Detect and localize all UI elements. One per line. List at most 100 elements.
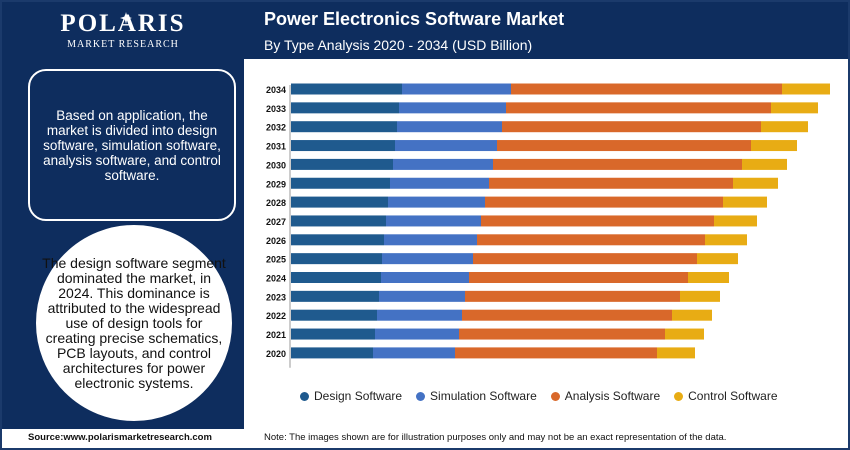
y-tick-label: 2027 <box>266 217 286 227</box>
legend-dot-icon <box>550 391 560 401</box>
chart-subtitle: By Type Analysis 2020 - 2034 (USD Billio… <box>264 37 533 53</box>
bar-segment <box>473 253 697 265</box>
bar-segment <box>688 272 729 283</box>
bar-segment <box>386 215 481 227</box>
y-tick-label: 2022 <box>266 311 286 321</box>
bar-segment <box>291 121 397 133</box>
legend-dot-icon <box>300 391 309 401</box>
y-tick-label: 2026 <box>266 236 286 246</box>
bar-segment <box>291 328 375 340</box>
legend-item: Simulation Software <box>416 389 537 403</box>
bar-segment <box>782 83 830 95</box>
chart-legend: Design Software Simulation Software Analys… <box>300 389 820 403</box>
legend-dot-icon <box>674 391 684 401</box>
bar-segment <box>477 234 705 246</box>
stacked-bar-chart: 2034 2033 2032 2031 2030 2029 2028 2027 2026 2025… <box>266 83 830 368</box>
bar-segment <box>402 83 511 95</box>
bar-segment <box>390 177 489 189</box>
bar-segment <box>497 140 751 152</box>
bar-segment <box>291 234 384 246</box>
bar-segment <box>680 290 720 302</box>
bar-segment <box>733 177 778 189</box>
bar-segment <box>761 121 808 133</box>
bar-segment <box>705 234 747 246</box>
bar-segment <box>469 272 688 283</box>
bar-segment <box>375 328 459 340</box>
y-tick-label: 2029 <box>266 179 286 189</box>
bar-segment <box>291 347 373 359</box>
bar-segment <box>502 121 761 133</box>
y-tick-label: 2021 <box>266 330 286 340</box>
bar-segment <box>291 309 377 321</box>
legend-item: Control Software <box>674 389 778 403</box>
left-panel: POLARIS MARKET RESEARCH Based on applica… <box>2 2 244 429</box>
bar-segment <box>388 196 485 208</box>
bar-segment <box>665 328 704 340</box>
legend-label: Design Software <box>314 389 403 403</box>
bar-segment <box>377 309 462 321</box>
bar-segment <box>493 158 742 170</box>
legend-label: Analysis Software <box>564 389 661 403</box>
highlight-circle-text: The design software segment dominated th… <box>42 254 226 391</box>
bar-segment <box>672 309 712 321</box>
bar-segment <box>384 234 477 246</box>
bar-segment <box>511 83 782 95</box>
bar-segment <box>291 272 381 283</box>
y-tick-label: 2032 <box>266 123 286 133</box>
y-tick-label: 2025 <box>266 255 286 265</box>
brand-tagline: MARKET RESEARCH <box>67 39 179 50</box>
brand-name: POLARIS <box>60 10 186 37</box>
highlight-circle: The design software segment dominated th… <box>34 223 234 423</box>
bar-segment <box>751 140 797 152</box>
legend-item: Analysis Software <box>550 389 661 403</box>
brand-logo: POLARIS MARKET RESEARCH <box>2 10 244 50</box>
bar-segment <box>379 290 465 302</box>
bar-segment <box>291 215 386 227</box>
bar-segment <box>465 290 680 302</box>
y-tick-label: 2031 <box>266 142 286 152</box>
bar-segment <box>373 347 455 359</box>
bar-segment <box>481 215 714 227</box>
bar-segment <box>291 140 395 152</box>
bar-segment <box>291 196 388 208</box>
y-tick-label: 2033 <box>266 104 286 114</box>
bar-segment <box>697 253 738 265</box>
bar-segment <box>459 328 665 340</box>
y-tick-label: 2023 <box>266 292 286 302</box>
chart-title: Power Electronics Software Market <box>264 9 565 29</box>
bar-segment <box>291 102 399 114</box>
legend-item: Design Software <box>300 389 402 403</box>
bar-segment <box>489 177 733 189</box>
y-tick-label: 2030 <box>266 160 286 170</box>
bar-segment <box>382 253 473 265</box>
info-box-text: Based on application, the market is divi… <box>43 107 221 183</box>
bar-segment <box>399 102 506 114</box>
bar-segment <box>714 215 757 227</box>
source-text: Source:www.polarismarketresearch.com <box>28 432 212 443</box>
y-tick-label: 2024 <box>266 274 286 284</box>
bar-segment <box>291 290 379 302</box>
info-box: Based on application, the market is divi… <box>28 69 236 221</box>
bar-segment <box>291 177 390 189</box>
legend-label: Control Software <box>688 389 778 403</box>
bar-segment <box>771 102 818 114</box>
bar-segment <box>381 272 469 283</box>
y-tick-label: 2034 <box>266 85 286 95</box>
bar-segment <box>506 102 771 114</box>
chart-header: Power Electronics Software Market By Typ… <box>244 2 848 59</box>
legend-label: Simulation Software <box>430 389 537 403</box>
y-tick-label: 2028 <box>266 198 286 208</box>
bar-segment <box>485 196 723 208</box>
bar-segment <box>657 347 695 359</box>
bar-segment <box>397 121 502 133</box>
y-tick-label: 2020 <box>266 349 286 359</box>
bar-segment <box>455 347 657 359</box>
footer: Source:www.polarismarketresearch.com Not… <box>2 429 848 448</box>
bar-segment <box>291 158 393 170</box>
bar-segment <box>462 309 672 321</box>
bar-segment <box>393 158 493 170</box>
star-icon <box>120 12 132 24</box>
bar-segment <box>723 196 767 208</box>
disclaimer-note: Note: The images shown are for illustrat… <box>264 432 727 443</box>
